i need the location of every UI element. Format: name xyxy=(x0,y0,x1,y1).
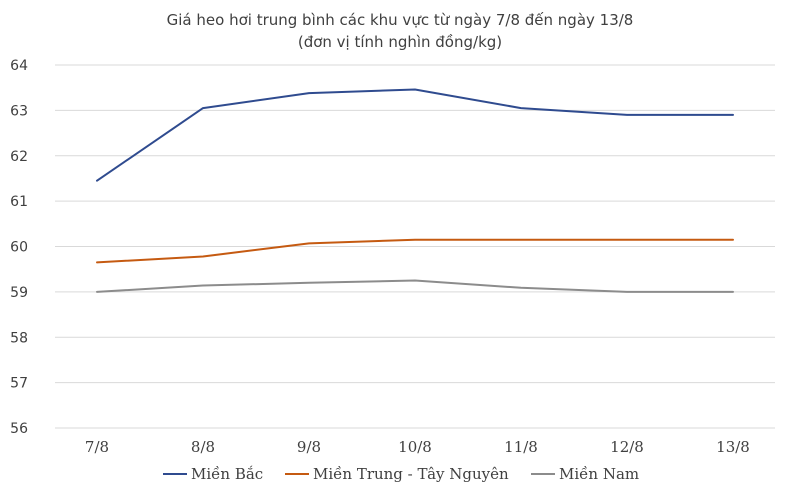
y-tick-label: 59 xyxy=(10,285,28,301)
legend-label: Miền Nam xyxy=(559,465,639,483)
chart-title: Giá heo hơi trung bình các khu vực từ ng… xyxy=(167,11,634,29)
chart-subtitle: (đơn vị tính nghìn đồng/kg) xyxy=(298,33,502,51)
y-tick-label: 61 xyxy=(10,194,28,210)
x-tick-label: 12/8 xyxy=(610,438,644,456)
series-line-2 xyxy=(96,279,734,293)
x-tick-label: 10/8 xyxy=(398,438,432,456)
x-tick-label: 9/8 xyxy=(297,438,321,456)
y-tick-label: 58 xyxy=(10,330,28,346)
x-tick-label: 7/8 xyxy=(85,438,109,456)
legend-label: Miền Trung - Tây Nguyên xyxy=(313,465,509,483)
y-tick-label: 56 xyxy=(10,421,28,437)
y-tick-label: 57 xyxy=(10,376,28,392)
y-tick-label: 63 xyxy=(10,103,28,119)
gridlines xyxy=(55,64,775,429)
series-line-0 xyxy=(96,88,734,182)
x-tick-label: 13/8 xyxy=(716,438,750,456)
legend: Miền Bắc Miền Trung - Tây Nguyên Miền Nam xyxy=(163,465,639,483)
y-tick-label: 62 xyxy=(10,149,28,165)
series-line-1 xyxy=(96,238,734,264)
x-axis-ticks: 7/8 8/8 9/8 10/8 11/8 12/8 13/8 xyxy=(85,438,750,456)
y-tick-label: 64 xyxy=(10,58,28,74)
x-tick-label: 8/8 xyxy=(191,438,215,456)
series-lines xyxy=(96,88,734,293)
y-tick-label: 60 xyxy=(10,240,28,256)
x-tick-label: 11/8 xyxy=(504,438,538,456)
legend-label: Miền Bắc xyxy=(191,465,263,483)
y-axis-ticks: 56 57 58 59 60 61 62 63 64 xyxy=(10,58,28,437)
